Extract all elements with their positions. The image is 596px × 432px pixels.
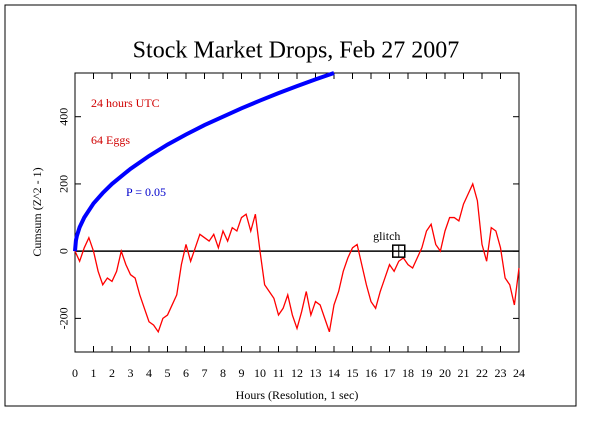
x-tick-label: 19 xyxy=(421,366,433,380)
x-tick-label: 8 xyxy=(220,366,226,380)
x-tick-label: 20 xyxy=(439,366,451,380)
y-tick-label: 400 xyxy=(57,108,71,126)
x-tick-label: 2 xyxy=(109,366,115,380)
x-tick-label: 18 xyxy=(402,366,414,380)
x-tick-label: 1 xyxy=(91,366,97,380)
x-tick-label: 13 xyxy=(310,366,322,380)
x-tick-label: 3 xyxy=(128,366,134,380)
annotation: 64 Eggs xyxy=(91,133,130,147)
x-tick-label: 0 xyxy=(72,366,78,380)
x-tick-label: 10 xyxy=(254,366,266,380)
x-tick-label: 4 xyxy=(146,366,152,380)
x-tick-label: 15 xyxy=(347,366,359,380)
series-line xyxy=(74,182,520,334)
x-tick-label: 11 xyxy=(273,366,285,380)
x-tick-label: 9 xyxy=(239,366,245,380)
x-tick-label: 12 xyxy=(291,366,303,380)
x-tick-label: 14 xyxy=(328,366,340,380)
x-tick-label: 16 xyxy=(365,366,377,380)
series-line xyxy=(73,71,335,252)
y-tick-label: 0 xyxy=(57,248,71,254)
x-axis-label: Hours (Resolution, 1 sec) xyxy=(236,388,359,402)
y-tick-label: 200 xyxy=(57,175,71,193)
glitch-label: glitch xyxy=(373,229,400,243)
x-tick-label: 7 xyxy=(202,366,208,380)
x-tick-label: 22 xyxy=(476,366,488,380)
plot-area xyxy=(74,72,520,353)
chart-title: Stock Market Drops, Feb 27 2007 xyxy=(133,38,460,64)
x-tick-label: 17 xyxy=(384,366,396,380)
x-tick-label: 24 xyxy=(513,366,525,380)
y-axis-label: Cumsum (Z^2 - 1) xyxy=(30,167,44,256)
annotation: P = 0.05 xyxy=(126,185,166,199)
annotation: 24 hours UTC xyxy=(91,96,160,110)
x-tick-label: 23 xyxy=(495,366,507,380)
y-tick-label: -200 xyxy=(57,307,71,329)
x-tick-label: 5 xyxy=(165,366,171,380)
x-tick-label: 21 xyxy=(458,366,470,380)
x-tick-label: 6 xyxy=(183,366,189,380)
frame xyxy=(4,4,577,407)
